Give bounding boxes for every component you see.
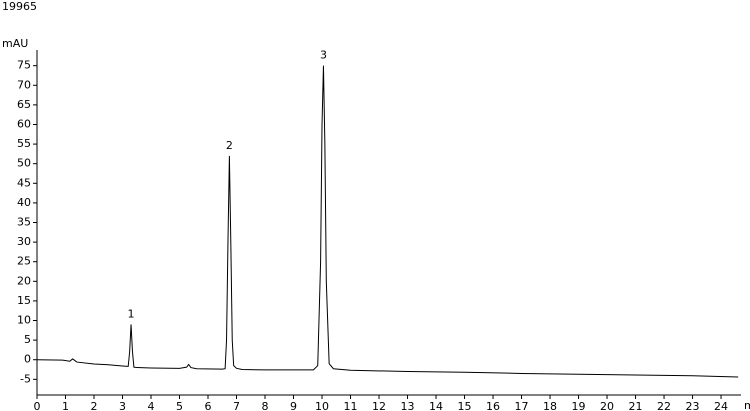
x-tick-label: 14: [429, 400, 443, 411]
x-tick-label: 13: [401, 400, 415, 411]
y-tick-label: 75: [17, 59, 31, 72]
x-tick-label: 7: [233, 400, 240, 411]
x-tick-label: 0: [34, 400, 41, 411]
y-tick-label: 40: [17, 196, 31, 209]
y-tick-label: 20: [17, 274, 31, 287]
chart-title: 19965: [2, 0, 37, 13]
y-tick-label: 65: [17, 98, 31, 111]
x-tick-label: 11: [344, 400, 358, 411]
x-tick-label: 22: [657, 400, 671, 411]
y-axis-label: mAU: [2, 37, 28, 50]
x-tick-label: 15: [458, 400, 472, 411]
x-tick-label: 20: [600, 400, 614, 411]
x-tick-label: 21: [629, 400, 643, 411]
x-tick-label: 2: [91, 400, 98, 411]
peak-label: 3: [320, 49, 327, 62]
x-tick-label: 1: [62, 400, 69, 411]
y-tick-label: 50: [17, 157, 31, 170]
y-tick-label: -5: [20, 372, 31, 385]
y-tick-label: 45: [17, 176, 31, 189]
x-tick-label: 24: [714, 400, 728, 411]
y-tick-label: 60: [17, 117, 31, 130]
x-tick-label: 3: [119, 400, 126, 411]
y-tick-label: 35: [17, 216, 31, 229]
x-tick-label: 12: [372, 400, 386, 411]
x-tick-label: 16: [486, 400, 500, 411]
y-tick-label: 0: [24, 353, 31, 366]
x-tick-label: 23: [686, 400, 700, 411]
x-tick-label: 18: [543, 400, 557, 411]
y-tick-label: 5: [24, 333, 31, 346]
x-tick-label: 9: [290, 400, 297, 411]
x-tick-label: 19: [572, 400, 586, 411]
y-tick-label: 70: [17, 78, 31, 91]
x-tick-label: 8: [262, 400, 269, 411]
peak-label: 1: [128, 307, 135, 320]
y-tick-label: 25: [17, 255, 31, 268]
y-tick-label: 30: [17, 235, 31, 248]
x-tick-label: 17: [515, 400, 529, 411]
y-tick-label: 15: [17, 294, 31, 307]
peak-label: 2: [226, 139, 233, 152]
x-axis-label: min: [744, 399, 750, 411]
y-tick-label: 10: [17, 314, 31, 327]
y-tick-label: 55: [17, 137, 31, 150]
x-tick-label: 6: [205, 400, 212, 411]
chromatogram-trace: [36, 65, 739, 378]
x-tick-label: 10: [315, 400, 329, 411]
x-tick-label: 5: [176, 400, 183, 411]
x-tick-label: 4: [148, 400, 155, 411]
